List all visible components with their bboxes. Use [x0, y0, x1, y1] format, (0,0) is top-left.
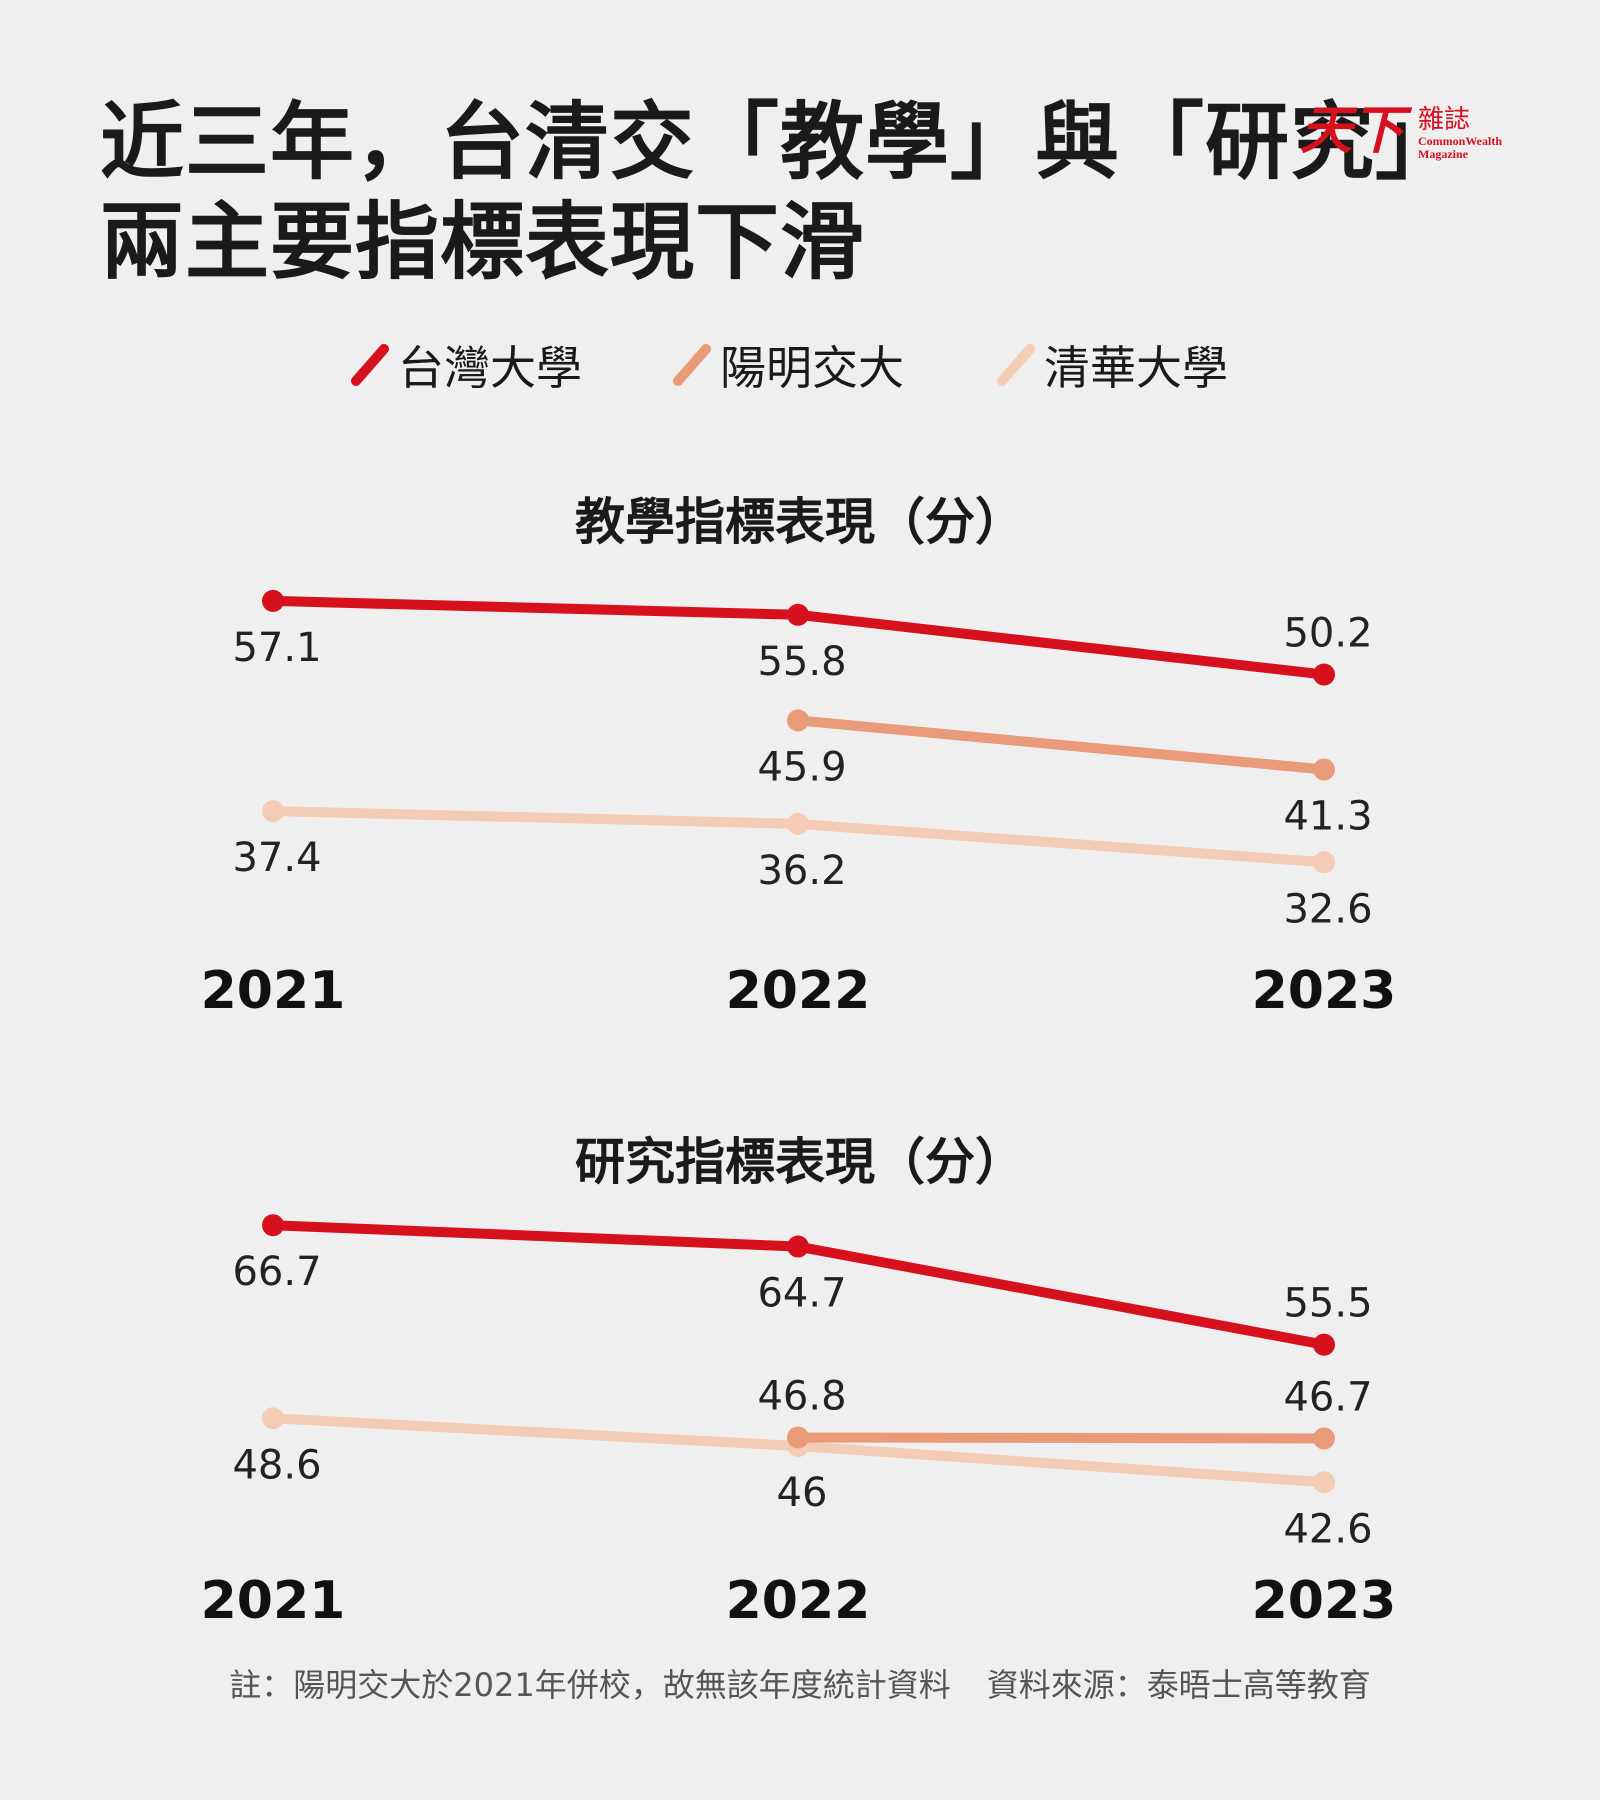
teaching-chart-title: 教學指標表現（分）	[575, 493, 1025, 551]
research-chart-title: 研究指標表現（分）	[575, 1133, 1025, 1191]
legend-item-nthu: 清華大學	[996, 330, 1228, 400]
data-point-nthu	[787, 812, 809, 835]
data-point-nthu	[262, 1407, 284, 1430]
page-title: 近三年，台清交「教學」與「研究」 兩主要指標表現下滑	[100, 92, 1461, 292]
data-label-ntu: 55.5	[1283, 1281, 1372, 1327]
data-label-ntu: 50.2	[1283, 611, 1372, 657]
logo-name-zh: 雜誌	[1418, 105, 1470, 135]
data-point-nthu	[1313, 1471, 1335, 1494]
data-point-nthu	[262, 800, 284, 823]
x-tick-label: 2021	[201, 1571, 346, 1631]
data-point-ntu	[1313, 1333, 1335, 1356]
legend-swatch-nycu	[673, 344, 711, 386]
footnote: 註：陽明交大於2021年併校，故無該年度統計資料 資料來源：泰晤士高等教育	[0, 1660, 1600, 1706]
data-label-nthu: 42.6	[1283, 1506, 1372, 1552]
data-point-ntu	[262, 589, 284, 612]
series-line-nycu	[793, 1432, 1329, 1444]
legend-label-nycu: 陽明交大	[720, 341, 904, 395]
legend-label-nthu: 清華大學	[1044, 341, 1228, 395]
x-tick-label: 2021	[201, 961, 346, 1021]
data-point-nycu	[1313, 758, 1335, 781]
data-label-ntu: 55.8	[757, 639, 846, 685]
title-line-2: 兩主要指標表現下滑	[100, 193, 866, 291]
legend-swatch-nthu	[997, 344, 1035, 386]
chart-legend: 台灣大學 陽明交大 清華大學	[0, 330, 1600, 400]
footnote-note: 註：陽明交大於2021年併校，故無該年度統計資料	[229, 1666, 951, 1704]
logo-mark: 天下	[1300, 100, 1413, 161]
data-label-nycu: 46.8	[757, 1373, 846, 1419]
data-label-nthu: 36.2	[757, 848, 846, 894]
logo-name-en-1: CommonWealth	[1418, 134, 1502, 148]
commonwealth-logo: 天下 雜誌 CommonWealth Magazine	[1300, 100, 1502, 161]
data-point-ntu	[1313, 663, 1335, 686]
series-line-nycu	[793, 715, 1329, 775]
x-tick-label: 2022	[726, 1571, 871, 1631]
data-point-nycu	[1313, 1427, 1335, 1450]
data-point-ntu	[787, 1235, 809, 1258]
data-label-nthu: 48.6	[232, 1442, 321, 1488]
data-label-ntu: 57.1	[232, 625, 321, 671]
logo-name-en-2: Magazine	[1418, 147, 1469, 161]
x-tick-label: 2023	[1252, 961, 1397, 1021]
data-label-nthu: 32.6	[1283, 886, 1372, 932]
data-point-ntu	[787, 603, 809, 626]
x-tick-label: 2023	[1252, 1571, 1397, 1631]
research-chart: 66.7 64.7 55.5 46.8 46.7 48.6 46 42.6 2021 2022 20…	[201, 1214, 1397, 1631]
data-point-nycu	[787, 709, 809, 732]
footnote-source: 資料來源：泰晤士高等教育	[986, 1666, 1371, 1704]
data-label-ntu: 66.7	[232, 1249, 321, 1295]
x-tick-label: 2022	[726, 961, 871, 1021]
data-label-ntu: 64.7	[757, 1271, 846, 1317]
legend-label-ntu: 台灣大學	[398, 341, 582, 395]
data-label-nycu: 41.3	[1283, 793, 1372, 839]
data-point-nthu	[1313, 851, 1335, 874]
data-label-nycu: 46.7	[1283, 1375, 1372, 1421]
data-point-ntu	[262, 1214, 284, 1237]
data-label-nthu: 37.4	[232, 835, 321, 881]
data-point-nycu	[787, 1426, 809, 1449]
legend-item-ntu: 台灣大學	[350, 330, 582, 400]
data-label-nycu: 45.9	[757, 744, 846, 790]
legend-item-nycu: 陽明交大	[672, 330, 904, 400]
data-label-nthu: 46	[777, 1470, 828, 1516]
legend-swatch-ntu	[351, 344, 389, 386]
title-line-1: 近三年，台清交「教學」與「研究」	[100, 93, 1461, 191]
teaching-chart: 57.1 55.8 50.2 45.9 41.3 37.4 36.2 32.6 2021 2022…	[201, 589, 1397, 1021]
